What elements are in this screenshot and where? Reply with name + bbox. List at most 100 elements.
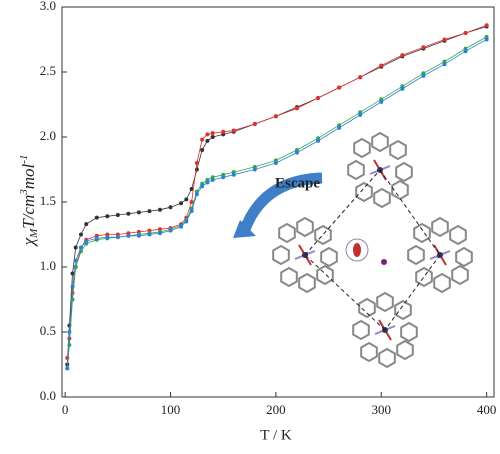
point <box>484 37 489 42</box>
point <box>210 131 215 136</box>
point <box>84 239 89 243</box>
series-line <box>66 39 487 369</box>
point <box>70 271 75 276</box>
link <box>379 169 441 256</box>
point <box>65 366 70 371</box>
point <box>205 138 210 143</box>
y-label-part: χ <box>19 237 38 247</box>
point <box>252 122 257 126</box>
point <box>179 201 184 206</box>
ring <box>376 291 394 313</box>
point <box>70 284 75 289</box>
point <box>194 161 199 165</box>
ring <box>431 216 449 238</box>
x-tick-label: 200 <box>266 402 286 417</box>
point <box>358 75 363 80</box>
point <box>115 235 120 240</box>
guest-ring <box>345 238 369 262</box>
y-tick-label: 1.0 <box>40 258 56 273</box>
point <box>136 233 141 238</box>
ring <box>407 244 425 266</box>
point <box>168 205 173 210</box>
x-tick-label: 300 <box>372 402 392 417</box>
point <box>73 265 78 269</box>
y-label-part: mol <box>19 163 38 189</box>
y-tick-label: 0.0 <box>40 388 56 403</box>
point <box>94 236 99 241</box>
ring <box>413 222 431 244</box>
y-label-part: -1 <box>18 155 30 164</box>
ring <box>389 139 407 161</box>
ring <box>449 224 467 246</box>
ring <box>400 321 418 343</box>
y-tick-label: 2.0 <box>40 128 56 143</box>
link <box>384 254 441 331</box>
point <box>157 207 162 212</box>
point <box>205 180 210 185</box>
y-axis-label: χMT/cm3mol-1 <box>18 155 40 248</box>
series-line <box>66 36 487 369</box>
crystal-structure-inset <box>272 131 473 369</box>
ring <box>320 246 338 268</box>
ring <box>373 187 391 209</box>
point <box>463 49 468 54</box>
ring <box>355 181 373 203</box>
annotation: Escape <box>275 175 320 191</box>
ring <box>278 222 296 244</box>
point <box>294 106 299 111</box>
x-tick-label: 400 <box>477 402 497 417</box>
point <box>200 184 205 189</box>
point <box>421 73 426 78</box>
point <box>115 213 120 217</box>
point <box>442 37 447 42</box>
ring <box>415 266 433 288</box>
ring <box>272 244 290 266</box>
ring <box>353 137 371 159</box>
point <box>200 148 205 152</box>
point <box>273 114 278 119</box>
point <box>252 167 257 172</box>
point <box>126 233 131 238</box>
ring <box>298 272 316 294</box>
plot-frame <box>61 6 495 398</box>
point <box>231 128 236 133</box>
point <box>484 23 489 28</box>
ring <box>455 246 473 268</box>
y-label-part: T/cm <box>19 195 38 229</box>
ring <box>347 159 365 181</box>
x-axis-label: T / K <box>260 427 292 443</box>
ring <box>360 341 378 363</box>
link <box>304 169 381 256</box>
x-tick-label: 0 <box>62 402 69 417</box>
point <box>316 96 321 100</box>
point <box>78 245 83 250</box>
ring <box>451 264 469 286</box>
point <box>94 215 99 220</box>
point <box>67 330 72 334</box>
point <box>273 161 278 165</box>
y-tick-label: 0.5 <box>40 323 56 338</box>
y-tick-label: 1.5 <box>40 193 56 208</box>
ring <box>316 264 334 286</box>
point <box>400 53 405 58</box>
point <box>221 175 226 180</box>
point <box>442 62 447 67</box>
guest <box>381 259 387 265</box>
point <box>73 245 78 250</box>
point <box>400 86 405 91</box>
point <box>210 177 215 182</box>
point <box>358 112 363 117</box>
point <box>221 129 226 134</box>
point <box>421 45 426 50</box>
ring <box>394 299 412 321</box>
y-tick-label: 3.0 <box>40 0 56 13</box>
point <box>67 343 72 347</box>
point <box>200 137 205 142</box>
escape-arrow <box>238 172 323 234</box>
ring <box>352 319 370 341</box>
point <box>194 192 199 197</box>
point <box>126 211 131 216</box>
ring <box>358 297 376 319</box>
point <box>136 210 141 215</box>
